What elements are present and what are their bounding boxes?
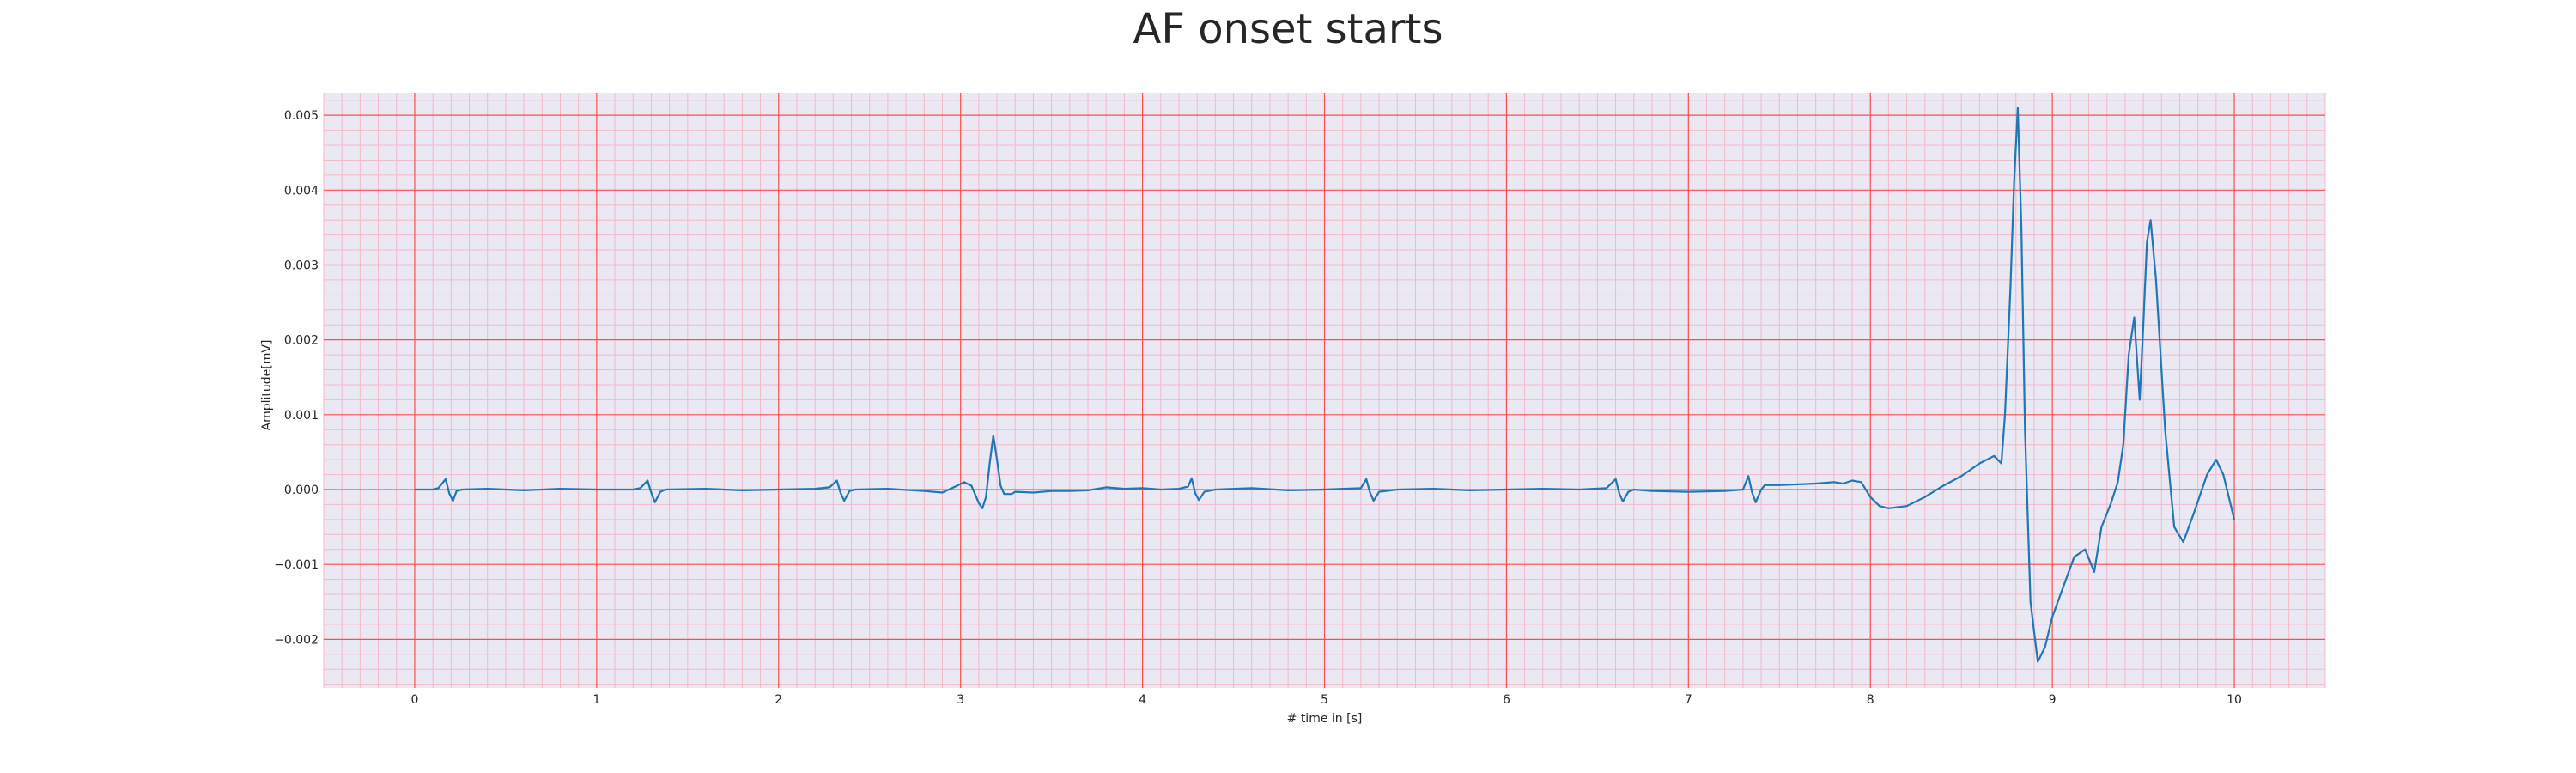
y-tick-label: 0.001 [284, 409, 319, 423]
x-axis-ticks: 0 1 2 3 4 5 6 7 8 9 10 [410, 693, 2241, 707]
y-axis-ticks: −0.002 −0.001 0.000 0.001 0.002 0.003 0.004 0.0… [274, 109, 319, 647]
x-tick-label: 0 [410, 693, 418, 707]
x-tick-label: 7 [1685, 693, 1692, 707]
y-tick-label: 0.005 [284, 109, 319, 123]
chart-title: AF onset starts [1133, 5, 1443, 53]
x-tick-label: 2 [775, 693, 782, 707]
y-tick-label: 0.000 [284, 484, 319, 497]
y-tick-label: −0.002 [274, 633, 319, 647]
x-tick-label: 3 [957, 693, 964, 707]
y-tick-label: −0.001 [274, 558, 319, 572]
y-axis-label: Amplitude[mV] [260, 340, 274, 431]
y-tick-label: 0.002 [284, 334, 319, 348]
x-tick-label: 10 [2227, 693, 2242, 707]
x-tick-label: 5 [1321, 693, 1328, 707]
x-tick-label: 4 [1139, 693, 1146, 707]
ecg-signal-line [415, 107, 2236, 663]
y-tick-label: 0.003 [284, 259, 319, 272]
major-grid [324, 93, 2325, 688]
x-tick-label: 9 [2049, 693, 2057, 707]
x-tick-label: 6 [1503, 693, 1510, 707]
series-layer [415, 107, 2236, 663]
x-tick-label: 8 [1867, 693, 1874, 707]
x-tick-label: 1 [592, 693, 600, 707]
y-tick-label: 0.004 [284, 184, 319, 198]
x-axis-label: # time in [s] [1287, 712, 1363, 726]
